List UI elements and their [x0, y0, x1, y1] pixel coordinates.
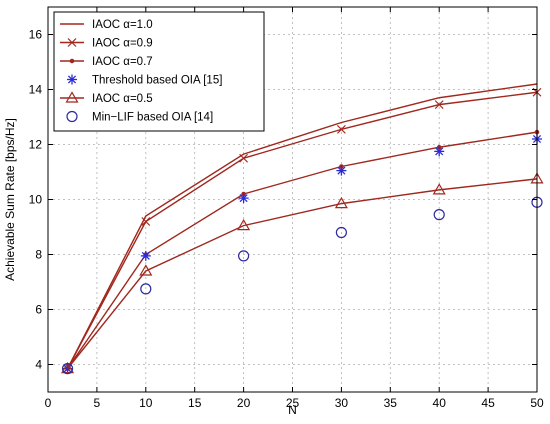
x-tick-label: 20: [237, 396, 251, 410]
legend-swatch-marker: [66, 110, 78, 123]
series-line: [66, 91, 538, 369]
y-tick-label: 8: [35, 248, 42, 262]
y-tick-label: 10: [29, 193, 43, 207]
series-6: [61, 196, 543, 375]
data-point: [140, 250, 151, 261]
x-tick-label: 5: [94, 396, 101, 410]
x-tick-label: 0: [45, 396, 52, 410]
x-tick-label: 15: [188, 396, 202, 410]
data-point: [239, 153, 249, 163]
x-tick-label: 10: [139, 396, 153, 410]
x-tick-label: 45: [481, 396, 495, 410]
data-point: [336, 165, 347, 176]
y-tick-label: 12: [29, 138, 43, 152]
data-point: [141, 217, 151, 226]
legend-item: IAOC α=0.9: [60, 38, 153, 50]
legend-label: IAOC α=0.9: [92, 38, 153, 50]
data-point: [237, 218, 251, 231]
data-point: [139, 264, 153, 276]
legend-swatch-marker: [67, 74, 77, 85]
legend-swatch-marker: [69, 58, 75, 64]
x-tick-label: 35: [384, 396, 398, 410]
series-line: [67, 178, 538, 370]
legend-label: Min−LIF based OIA [14]: [92, 112, 213, 124]
data-point: [334, 196, 348, 209]
legend-label: IAOC α=0.5: [92, 93, 153, 105]
plot-series: [61, 83, 544, 375]
series-5: [61, 172, 544, 374]
data-point: [433, 209, 445, 221]
x-tick-label: 50: [530, 396, 544, 410]
data-point: [434, 100, 444, 110]
x-tick-label: 25: [286, 396, 300, 410]
x-tick-label: 40: [433, 396, 447, 410]
y-tick-label: 4: [35, 358, 42, 372]
data-point: [336, 124, 346, 134]
legend-label: IAOC α=1.0: [92, 19, 153, 31]
series-line: [66, 83, 538, 369]
series-1: [66, 83, 538, 369]
legend-label: IAOC α=0.7: [92, 56, 153, 68]
legend-item: IAOC α=0.5: [60, 91, 153, 105]
data-point: [238, 250, 250, 262]
data-point: [61, 361, 75, 374]
y-tick-label: 16: [29, 28, 43, 42]
y-axis-title: Achievable Sum Rate [bps/Hz]: [3, 118, 17, 281]
y-tick-label: 14: [29, 83, 43, 97]
series-line: [66, 131, 538, 370]
x-axis-title: N: [288, 403, 297, 417]
legend-item: Min−LIF based OIA [14]: [66, 110, 213, 124]
legend-swatch-marker: [65, 91, 79, 103]
data-point: [434, 146, 445, 157]
legend-item: IAOC α=0.7: [60, 56, 153, 68]
legend-item: Threshold based OIA [15]: [67, 74, 222, 87]
data-point: [432, 183, 446, 195]
legend-item: IAOC α=1.0: [60, 19, 153, 31]
legend-label: Threshold based OIA [15]: [92, 75, 222, 87]
data-point: [335, 226, 347, 239]
axis-ticks: 0 5 10 15 20 25 30 35 40 45 50 4 6 8 10 12 14 16: [29, 7, 544, 410]
legend: IAOC α=1.0 IAOC α=0.9 IAOC α=0.7 Threshold …: [53, 11, 265, 132]
y-tick-label: 6: [35, 303, 42, 317]
data-point: [238, 193, 249, 204]
data-point: [61, 363, 74, 375]
legend-swatch-marker: [67, 38, 77, 47]
legend-box: [53, 11, 265, 132]
data-point: [140, 283, 152, 295]
x-tick-label: 30: [335, 396, 349, 410]
